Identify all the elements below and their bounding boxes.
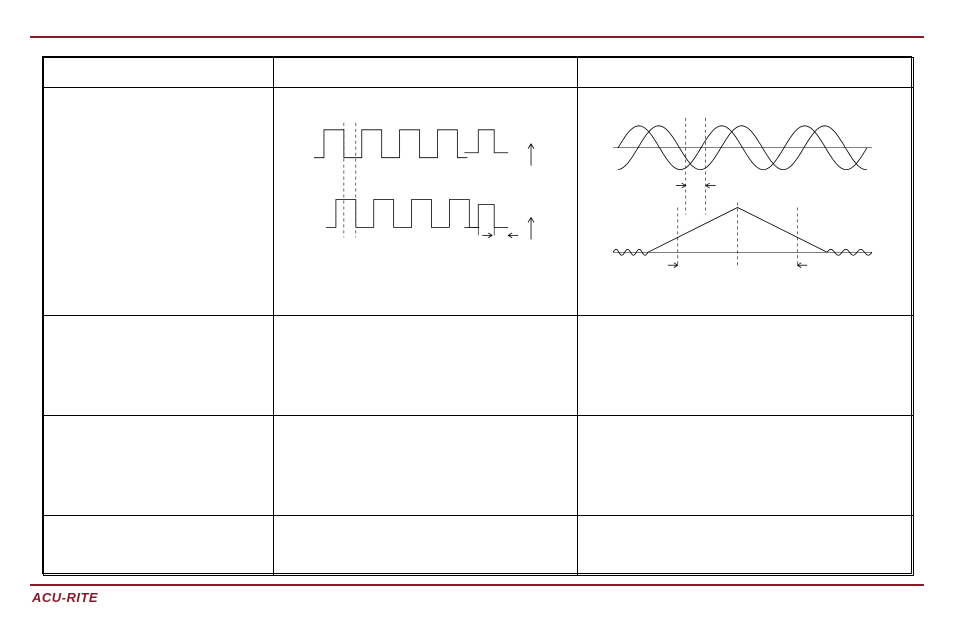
sine-diagram-cell: [578, 88, 914, 316]
cell-c1: [44, 516, 274, 576]
table-header-row: [44, 58, 914, 88]
cell-b1: [44, 416, 274, 516]
cell-a2: [274, 316, 578, 416]
table-row-c: [44, 516, 914, 576]
brand-text: ACU-RITE: [32, 590, 98, 605]
cell-a1: [44, 316, 274, 416]
cell-c3: [578, 516, 914, 576]
cell-b2: [274, 416, 578, 516]
table-row-b: [44, 416, 914, 516]
sine-waveform-diagram: [578, 88, 913, 315]
header-cell-1: [44, 58, 274, 88]
cell-b3: [578, 416, 914, 516]
table: [43, 57, 914, 576]
ttl-diagram-cell: [274, 88, 578, 316]
bottom-rule: [30, 584, 924, 586]
cell-a3: [578, 316, 914, 416]
cell-c2: [274, 516, 578, 576]
ttl-waveform-diagram: [274, 88, 577, 315]
top-rule: [30, 36, 924, 38]
page: ACU-RITE: [0, 0, 954, 618]
header-cell-3: [578, 58, 914, 88]
header-cell-2: [274, 58, 578, 88]
table-row-a: [44, 316, 914, 416]
spec-table: [42, 56, 912, 574]
diagram-label-cell: [44, 88, 274, 316]
table-diagram-row: [44, 88, 914, 316]
